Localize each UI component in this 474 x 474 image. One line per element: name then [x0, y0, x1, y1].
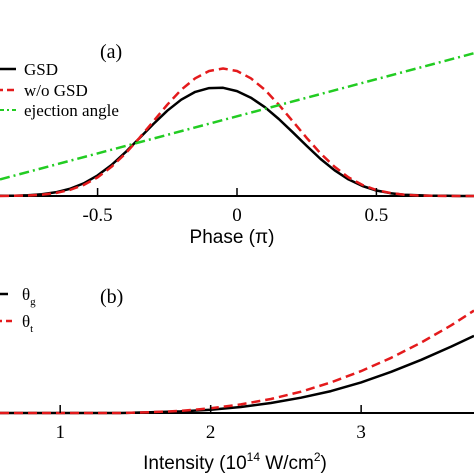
series-line-0-1 [0, 67, 474, 198]
x-tick-label-0-2: 0.5 [365, 205, 389, 226]
xlabel-b-unit-sup: 2 [314, 450, 321, 464]
panel-a-label: (a) [100, 41, 122, 63]
xlabel-b-unit: W/cm [260, 453, 314, 474]
x-tick-label-1-2: 3 [356, 422, 366, 443]
legend-theta-g-label: θg [22, 285, 36, 308]
panel-b-legend: θg θt [0, 285, 36, 335]
legend-theta-t-sub: t [30, 323, 33, 335]
xlabel-b-sup: 14 [247, 450, 261, 464]
panel-b-label: (b) [100, 286, 123, 308]
panel-a-xlabel: Phase (π) [190, 227, 275, 248]
panel-b-xlabel: Intensity (1014 W/cm2) [143, 450, 327, 474]
x-tick-label-1-1: 2 [206, 422, 216, 443]
x-tick-label-1-0: 1 [55, 422, 65, 443]
panel-b-ticks: 1 2 3 [55, 405, 366, 443]
panel-a-plot-area [0, 51, 474, 198]
xlabel-b-main: Intensity (10 [143, 453, 247, 474]
legend-theta-g-sub: g [30, 296, 36, 308]
legend-ejection-label: ejection angle [24, 101, 119, 120]
panel-a-legend: GSD w/o GSD ejection angle [0, 60, 119, 120]
x-tick-label-0-0: -0.5 [83, 205, 113, 226]
x-tick-label-0-1: 0 [232, 205, 242, 226]
series-line-0-2 [0, 51, 474, 181]
legend-wogsd-label: w/o GSD [24, 81, 88, 100]
panel-a-ticks: -0.5 0 0.5 [83, 188, 389, 226]
series-line-1-1 [0, 309, 474, 415]
series-line-0-0 [0, 86, 474, 198]
xlabel-b-end: ) [321, 453, 327, 474]
legend-theta-t-label: θt [22, 312, 33, 335]
panel-a: -0.5 0 0.5 (a) Phase (π) GSD w/o GSD eject… [0, 41, 474, 248]
panel-b-plot-area [0, 309, 474, 415]
series-line-1-0 [0, 334, 474, 415]
legend-gsd-label: GSD [24, 60, 58, 79]
legend-theta-t-symbol: θ [22, 312, 30, 331]
legend-theta-g-symbol: θ [22, 285, 30, 304]
